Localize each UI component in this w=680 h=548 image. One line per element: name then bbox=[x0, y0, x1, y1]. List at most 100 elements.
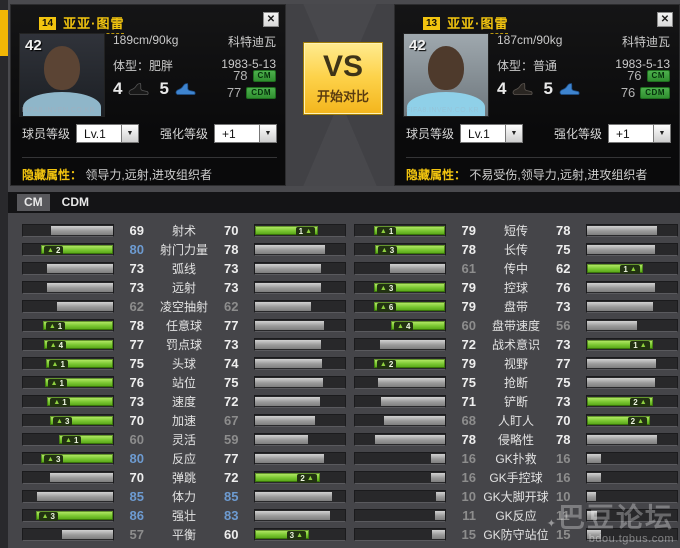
stat-row: ▲ 1 75 头球 74 bbox=[22, 354, 346, 373]
stat-row: ▲ 4 77 罚点球 73 bbox=[22, 335, 346, 354]
player-level-value[interactable]: Lv.1 bbox=[460, 124, 506, 143]
right-player-stat-bar: 1 ▲ bbox=[254, 224, 346, 237]
left-stat-value: 70 bbox=[129, 470, 144, 485]
enhance-level-value[interactable]: +1 bbox=[608, 124, 653, 143]
left-stat-value: 16 bbox=[461, 470, 476, 485]
stat-row: 16 GK扑救 16 bbox=[354, 449, 678, 468]
right-player-stat-bar bbox=[586, 452, 678, 465]
stats-column-left: 69 射术 70 1 ▲ ▲ 2 80 射门力量 78 73 弧线 73 73 远射 73 62 凌空抽射 62 ▲ 1… bbox=[22, 221, 346, 544]
right-stat-value: 70 bbox=[224, 223, 239, 238]
player-number-badge: 13 bbox=[423, 17, 441, 30]
level-controls: 球员等级 Lv.1 ▼ 强化等级 +1 ▼ bbox=[22, 124, 277, 143]
left-player-stat-bar: ▲ 1 bbox=[22, 395, 114, 408]
chevron-down-icon[interactable]: ▼ bbox=[505, 124, 524, 143]
player-level-value[interactable]: Lv.1 bbox=[76, 124, 122, 143]
enhance-level-value[interactable]: +1 bbox=[214, 124, 259, 143]
right-stat-value: 56 bbox=[556, 318, 571, 333]
chevron-down-icon[interactable]: ▼ bbox=[121, 124, 140, 143]
tab-cdm[interactable]: CDM bbox=[61, 195, 89, 209]
up-triangle-icon: ▲ bbox=[50, 380, 58, 387]
left-player-stat-bar: ▲ 6 bbox=[354, 300, 446, 313]
up-triangle-icon: ▲ bbox=[296, 532, 303, 539]
stat-label: 头球 bbox=[171, 357, 196, 371]
stat-row: 72 战术意识 73 1 ▲ bbox=[354, 335, 678, 354]
right-stat-value: 62 bbox=[224, 299, 239, 314]
stats-column-right: ▲ 1 79 短传 78 ▲ 3 78 长传 75 61 传中 62 1 ▲ ▲ 3 79 控球 76 ▲ 6 79 盘带 73… bbox=[354, 221, 678, 544]
right-player-stat-bar bbox=[254, 300, 346, 313]
photo-watermark: FIFA8.INVEN.CO.KR bbox=[406, 107, 479, 114]
chevron-down-icon[interactable]: ▼ bbox=[653, 124, 671, 143]
boost-badge: ▲ 1 bbox=[62, 436, 82, 445]
right-stat-value: 73 bbox=[224, 337, 239, 352]
up-triangle-icon: ▲ bbox=[397, 323, 404, 330]
body-type: 体型：肥胖 bbox=[113, 59, 174, 73]
right-stat-value: 77 bbox=[224, 318, 239, 333]
stat-label: 弹跳 bbox=[171, 471, 196, 485]
right-stat-value: 62 bbox=[556, 261, 571, 276]
left-stat-value: 57 bbox=[129, 527, 144, 542]
pos1-badge: CM bbox=[646, 69, 670, 82]
right-player-stat-bar bbox=[254, 319, 346, 332]
boost-badge: ▲ 4 bbox=[394, 322, 414, 331]
boost-badge: ▲ 1 bbox=[50, 398, 70, 407]
left-player-stat-bar: ▲ 3 bbox=[22, 452, 114, 465]
player-jersey-silhouette bbox=[407, 92, 485, 116]
right-player-stat-bar: 2 ▲ bbox=[586, 414, 678, 427]
boost-badge: 1 ▲ bbox=[295, 227, 315, 236]
right-stat-value: 83 bbox=[224, 508, 239, 523]
enhance-level-label: 强化等级 bbox=[553, 127, 602, 141]
close-icon[interactable]: ✕ bbox=[657, 12, 673, 27]
stat-label: 任意球 bbox=[165, 319, 202, 333]
enhance-level-select[interactable]: +1 ▼ bbox=[608, 124, 671, 143]
up-triangle-icon: ▲ bbox=[306, 475, 314, 482]
player-header: 14 亚亚·图雷 bbox=[39, 13, 125, 34]
tab-cm[interactable]: CM bbox=[17, 194, 50, 211]
stat-row: ▲ 3 70 加速 67 bbox=[22, 411, 346, 430]
player-header: 13 亚亚·图雷 bbox=[423, 13, 509, 34]
left-stat-value: 77 bbox=[129, 337, 144, 352]
close-icon[interactable]: ✕ bbox=[263, 12, 279, 27]
enhance-level-select[interactable]: +1 ▼ bbox=[214, 124, 277, 143]
right-player-stat-bar bbox=[254, 262, 346, 275]
boost-badge: 1 ▲ bbox=[620, 265, 640, 274]
stat-row: ▲ 1 78 任意球 77 bbox=[22, 316, 346, 335]
left-stat-value: 15 bbox=[461, 527, 476, 542]
chevron-down-icon[interactable]: ▼ bbox=[259, 124, 277, 143]
right-stat-value: 76 bbox=[556, 280, 571, 295]
pos2-badge: CDM bbox=[640, 86, 670, 99]
left-stat-value: 80 bbox=[129, 242, 144, 257]
left-player-stat-bar bbox=[22, 224, 114, 237]
left-player-stat-bar: ▲ 1 bbox=[354, 224, 446, 237]
stat-label: 侵略性 bbox=[497, 433, 534, 447]
player-level-select[interactable]: Lv.1 ▼ bbox=[460, 124, 524, 143]
start-compare-button[interactable]: VS 开始对比 bbox=[303, 42, 383, 115]
up-triangle-icon: ▲ bbox=[637, 418, 644, 425]
player-number-badge: 14 bbox=[39, 17, 57, 30]
stat-label: 长传 bbox=[503, 243, 528, 257]
up-triangle-icon: ▲ bbox=[379, 285, 387, 292]
left-player-stat-bar: ▲ 3 bbox=[22, 509, 114, 522]
stat-label: 射门力量 bbox=[159, 243, 208, 257]
player-info: 187cm/90kg 科特迪瓦 体型：普通 1983-5-13 4 5 76 C… bbox=[497, 33, 670, 100]
left-stat-value: 79 bbox=[461, 280, 476, 295]
stat-label: 平衡 bbox=[171, 528, 196, 542]
up-triangle-icon: ▲ bbox=[65, 437, 72, 444]
left-stat-value: 60 bbox=[461, 318, 476, 333]
enhance-level-label: 强化等级 bbox=[159, 127, 208, 141]
boost-badge: ▲ 3 bbox=[377, 246, 398, 255]
up-triangle-icon: ▲ bbox=[53, 399, 61, 406]
right-player-stat-bar bbox=[254, 509, 346, 522]
stat-label: 短传 bbox=[503, 224, 528, 238]
left-player-stat-bar: ▲ 3 bbox=[22, 414, 114, 427]
left-stat-value: 62 bbox=[129, 299, 144, 314]
left-stat-value: 75 bbox=[461, 375, 476, 390]
stat-row: 70 弹跳 72 2 ▲ bbox=[22, 468, 346, 487]
hidden-attributes: 隐藏属性： 领导力,远射,进攻组织者 bbox=[22, 157, 277, 183]
stat-label: 速度 bbox=[171, 395, 196, 409]
right-player-stat-bar bbox=[254, 376, 346, 389]
stat-row: 75 抢断 75 bbox=[354, 373, 678, 392]
player-level-select[interactable]: Lv.1 ▼ bbox=[76, 124, 140, 143]
right-player-stat-bar bbox=[586, 490, 678, 503]
nationality: 科特迪瓦 bbox=[227, 35, 276, 49]
stat-row: ▲ 3 86 强壮 83 bbox=[22, 506, 346, 525]
